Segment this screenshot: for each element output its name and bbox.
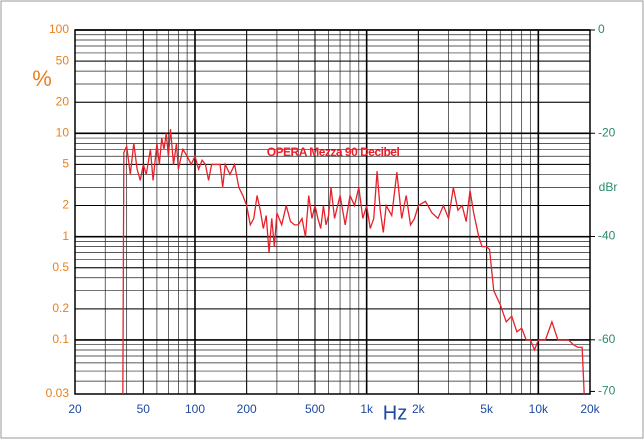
x-axis-label: Hz [383,402,407,424]
y-tick-label: 0.5 [52,260,69,274]
x-tick-label: 50 [137,402,151,416]
x-tick-label: 200 [237,402,257,416]
data-line [122,128,585,395]
y-tick-label: 20 [56,94,70,108]
y2-tick-label: -20 [598,125,616,139]
plot-border [74,29,591,395]
x-tick-label: 10k [529,402,549,416]
y-tick-label: 50 [56,53,70,67]
y-tick-label: 0.03 [46,386,70,400]
x-tick-label: 500 [305,402,325,416]
y2-tick-label: -40 [598,229,616,243]
x-tick-label: 5k [480,402,494,416]
y2-tick-label: 0 [598,22,605,36]
y-axis-label: % [32,66,52,91]
y-tick-label: 0.2 [52,301,69,315]
x-tick-label: 1k [360,402,374,416]
y-tick-label: 10 [56,125,70,139]
x-tick-label: 20 [68,402,82,416]
x-tick-label: 100 [185,402,205,416]
y2-tick-label: -70 [598,384,616,398]
y2-axis-label: dBr [599,180,618,194]
y-tick-label: 5 [62,157,69,171]
x-tick-label: 2k [412,402,426,416]
y-tick-label: 100 [49,22,69,36]
annotation: OPERA Mezza 90 Decibel [267,145,400,159]
x-tick-label: 20k [580,402,600,416]
y-tick-label: 1 [62,229,69,243]
y-tick-label: 2 [62,198,69,212]
y-tick-label: 0.1 [52,332,69,346]
y2-tick-label: -60 [598,332,616,346]
